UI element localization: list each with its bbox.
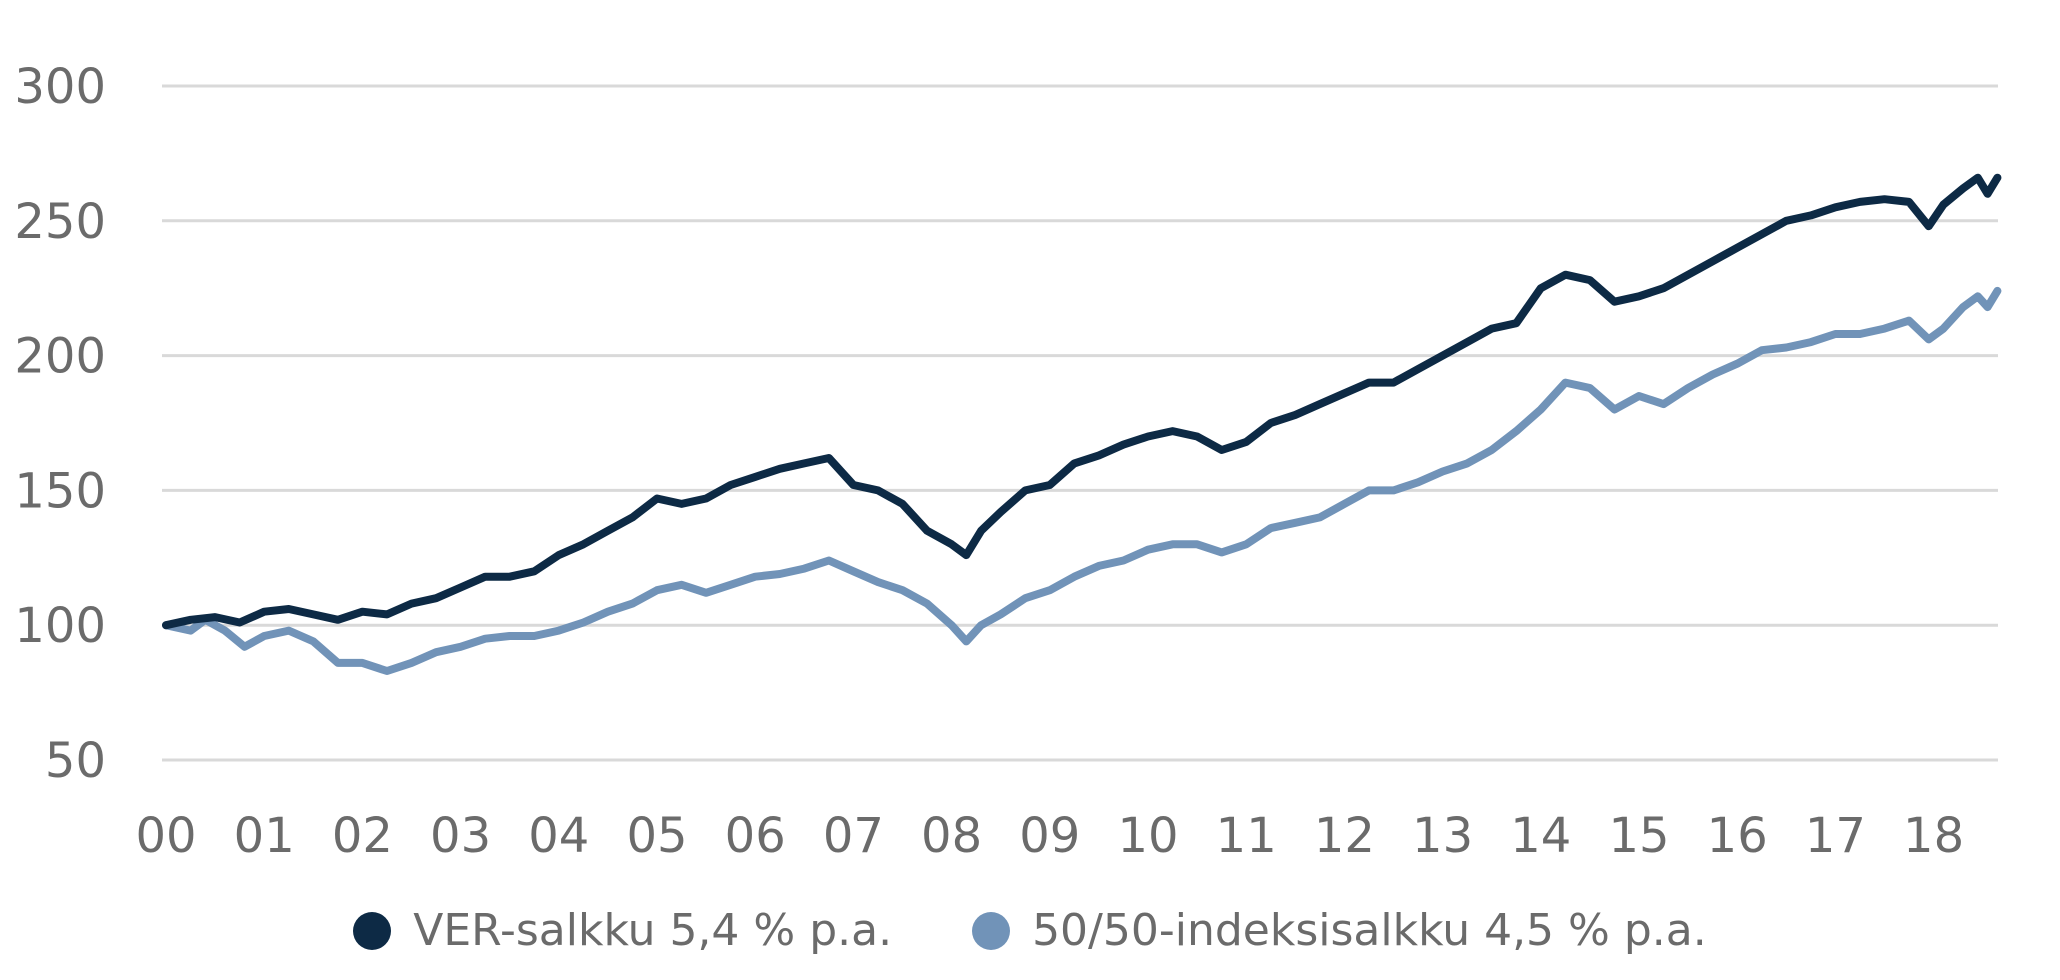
x-tick-label-01: 01 xyxy=(234,808,295,864)
y-tick-label-300: 300 xyxy=(14,59,106,115)
legend-label-indeksisalkku: 50/50-indeksisalkku 4,5 % p.a. xyxy=(1032,905,1707,956)
y-tick-label-150: 150 xyxy=(14,463,106,519)
y-tick-label-250: 250 xyxy=(14,194,106,250)
x-tick-label-12: 12 xyxy=(1314,808,1375,864)
y-tick-label-50: 50 xyxy=(45,733,106,789)
x-tick-label-02: 02 xyxy=(332,808,393,864)
y-axis-ticks: 50 100 150 200 250 300 xyxy=(14,59,106,789)
y-tick-label-100: 100 xyxy=(14,598,106,654)
x-tick-label-05: 05 xyxy=(626,808,687,864)
legend-label-ver-salkku: VER-salkku 5,4 % p.a. xyxy=(413,905,893,956)
x-tick-label-09: 09 xyxy=(1019,808,1080,864)
legend-item-indeksisalkku: 50/50-indeksisalkku 4,5 % p.a. xyxy=(972,905,1707,956)
x-tick-label-07: 07 xyxy=(823,808,884,864)
legend: VER-salkku 5,4 % p.a. 50/50-indeksisalkk… xyxy=(0,905,2060,956)
x-tick-label-15: 15 xyxy=(1608,808,1669,864)
y-tick-label-200: 200 xyxy=(14,329,106,385)
x-axis-ticks: 00 01 02 03 04 05 06 07 08 09 10 11 12 13 14 15 16 17 18 xyxy=(135,808,1964,864)
x-tick-label-11: 11 xyxy=(1216,808,1277,864)
legend-marker-ver-salkku xyxy=(353,911,392,950)
x-tick-label-08: 08 xyxy=(921,808,982,864)
x-tick-label-04: 04 xyxy=(528,808,589,864)
x-tick-label-18: 18 xyxy=(1903,808,1964,864)
line-chart: 50 100 150 200 250 300 00 01 02 03 04 05 06 07 08 09 10… xyxy=(14,59,2002,864)
legend-item-ver-salkku: VER-salkku 5,4 % p.a. xyxy=(353,905,892,956)
gridlines xyxy=(162,84,1998,762)
x-tick-label-10: 10 xyxy=(1117,808,1178,864)
series-line-1 xyxy=(162,286,2002,675)
x-tick-label-00: 00 xyxy=(135,808,196,864)
x-tick-label-06: 06 xyxy=(725,808,786,864)
legend-marker-indeksisalkku xyxy=(972,911,1011,950)
x-tick-label-13: 13 xyxy=(1412,808,1473,864)
series-line-0 xyxy=(162,173,2002,630)
x-tick-label-14: 14 xyxy=(1510,808,1571,864)
x-tick-label-16: 16 xyxy=(1707,808,1768,864)
x-tick-label-03: 03 xyxy=(430,808,491,864)
x-tick-label-17: 17 xyxy=(1805,808,1866,864)
series-lines xyxy=(162,173,2002,675)
